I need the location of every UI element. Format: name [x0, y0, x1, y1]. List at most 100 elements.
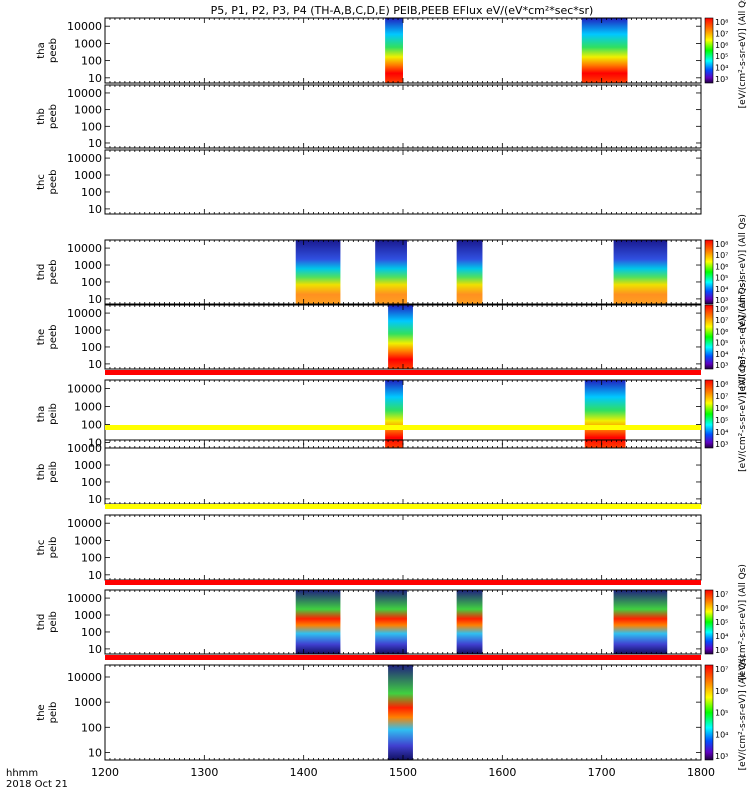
spectrogram-block-0 — [388, 665, 413, 760]
y-tick-label: 10 — [88, 293, 102, 306]
y-tick-label: 10 — [88, 643, 102, 656]
y-tick-label: 1000 — [74, 459, 102, 472]
y-tick-label: 10 — [88, 72, 102, 85]
y-tick-label: 1000 — [74, 104, 102, 117]
y-tick-label: 10 — [88, 569, 102, 582]
panel-probe-label: thb — [36, 108, 47, 125]
y-tick-label: 100 — [81, 55, 102, 68]
colorbar-tick-label: 10⁷ — [715, 29, 728, 38]
colorbar-tick-label: 10⁵ — [715, 416, 728, 425]
panel-probe-label: the — [36, 704, 47, 720]
panel-the-peib: 10 100 1000 10000 the peib 10³ 10⁴ 10⁵ 10⁶ 10⁷ [eV/… — [36, 655, 748, 771]
colorbar-label: [eV/(cm²-s-sr-eV)] (All Qs) — [738, 356, 748, 472]
colorbar — [704, 239, 714, 305]
spectrogram-block-0 — [385, 18, 403, 83]
colorbar-tick-label: 10⁷ — [715, 590, 728, 599]
panel-product-label: peeb — [48, 104, 59, 129]
y-tick-label: 10 — [88, 437, 102, 450]
y-tick-label: 100 — [81, 552, 102, 565]
colorbar-tick-label: 10⁵ — [715, 709, 728, 718]
x-tick-label: 1200 — [91, 766, 119, 779]
separator-strip-2 — [105, 504, 701, 509]
x-tick-label: 1700 — [588, 766, 616, 779]
x-tick-label: 1600 — [488, 766, 516, 779]
colorbar — [704, 17, 714, 84]
colorbar-tick-label: 10⁴ — [715, 64, 728, 73]
y-tick-label: 10000 — [67, 87, 102, 100]
colorbar-tick-label: 10⁵ — [715, 52, 728, 61]
panel-thb-peeb: 10 100 1000 10000 thb peeb — [36, 84, 702, 150]
x-tick-label: 1400 — [290, 766, 318, 779]
y-tick-label: 10000 — [67, 442, 102, 455]
spectrogram-block-0 — [295, 590, 341, 654]
colorbar-label: [eV/(cm²-s-sr-eV)] (All Qs) — [738, 655, 748, 771]
spectrogram-block-3 — [613, 240, 668, 304]
x-tick-label: 1500 — [389, 766, 417, 779]
spectrogram-block-2 — [456, 240, 483, 304]
y-tick-label: 1000 — [74, 696, 102, 709]
colorbar-tick-label: 10⁶ — [715, 262, 728, 271]
y-tick-label: 10000 — [67, 671, 102, 684]
separator-strips — [105, 370, 701, 660]
colorbar-tick-label: 10⁸ — [715, 240, 728, 249]
colorbar-tick-label: 10³ — [715, 296, 728, 305]
spectrogram-block-1 — [375, 240, 407, 304]
panel-product-label: peib — [48, 403, 59, 425]
colorbar — [704, 379, 714, 449]
colorbar-tick-label: 10³ — [715, 646, 728, 655]
separator-strip-3 — [105, 580, 701, 585]
panel-product-label: peeb — [48, 325, 59, 350]
colorbar-tick-label: 10⁷ — [715, 251, 728, 260]
y-tick-label: 100 — [81, 120, 102, 133]
y-tick-label: 10000 — [67, 152, 102, 165]
colorbar-tick-label: 10³ — [715, 752, 728, 761]
colorbar-tick-label: 10³ — [715, 440, 728, 449]
y-tick-label: 10000 — [67, 20, 102, 33]
panel-product-label: peeb — [48, 170, 59, 195]
y-tick-label: 10000 — [67, 592, 102, 605]
y-tick-label: 100 — [81, 476, 102, 489]
colorbar-tick-label: 10⁵ — [715, 274, 728, 283]
panel-probe-label: thd — [36, 264, 47, 281]
colorbar — [704, 664, 714, 761]
colorbar-tick-label: 10⁴ — [715, 632, 728, 641]
colorbar-tick-label: 10⁶ — [715, 41, 728, 50]
colorbar-tick-label: 10⁵ — [715, 618, 728, 627]
y-tick-label: 10 — [88, 358, 102, 371]
y-tick-label: 10000 — [67, 383, 102, 396]
y-tick-label: 100 — [81, 341, 102, 354]
colorbar-tick-label: 10⁶ — [715, 604, 728, 613]
panel-probe-label: tha — [36, 42, 47, 58]
panel-tha-peeb: 10 100 1000 10000 tha peeb 10³ 10⁴ 10⁵ 10⁶ 10⁷ 10⁸ [… — [36, 0, 748, 108]
colorbar-tick-label: 10⁸ — [715, 305, 728, 314]
colorbar-tick-label: 10⁷ — [715, 316, 728, 325]
panel-thd-peeb: 10 100 1000 10000 thd peeb 10³ 10⁴ 10⁵ 10⁶ 10⁷ 10⁸ [… — [36, 214, 748, 330]
panel-product-label: peib — [48, 461, 59, 483]
colorbar-tick-label: 10⁴ — [715, 730, 728, 739]
colorbar-label: [eV/(cm²-s-sr-eV)] (All Qs) — [738, 564, 748, 680]
panel-probe-label: tha — [36, 406, 47, 422]
colorbar — [704, 304, 714, 370]
y-tick-label: 100 — [81, 419, 102, 432]
y-tick-label: 1000 — [74, 37, 102, 50]
panel-the-peeb: 10 100 1000 10000 the peeb 10³ 10⁴ 10⁵ 10⁶ 10⁷ 10⁸ [… — [36, 279, 748, 395]
separator-strip-1 — [105, 425, 701, 430]
y-tick-label: 10000 — [67, 517, 102, 530]
spectrogram-block-1 — [584, 380, 626, 448]
y-tick-label: 1000 — [74, 169, 102, 182]
y-tick-label: 10 — [88, 137, 102, 150]
y-tick-label: 100 — [81, 721, 102, 734]
y-tick-label: 10000 — [67, 242, 102, 255]
panel-frame — [104, 149, 702, 215]
x-tick-label: 1800 — [687, 766, 715, 779]
panel-product-label: peib — [48, 611, 59, 633]
colorbar-tick-label: 10⁶ — [715, 327, 728, 336]
colorbar-tick-label: 10⁶ — [715, 687, 728, 696]
colorbar-tick-label: 10⁷ — [715, 392, 728, 401]
colorbar-label: [eV/(cm²-s-sr-eV)] (All Qs) — [738, 279, 748, 395]
y-tick-label: 100 — [81, 276, 102, 289]
y-tick-label: 100 — [81, 626, 102, 639]
y-tick-label: 1000 — [74, 609, 102, 622]
panel-probe-label: thb — [36, 464, 47, 481]
